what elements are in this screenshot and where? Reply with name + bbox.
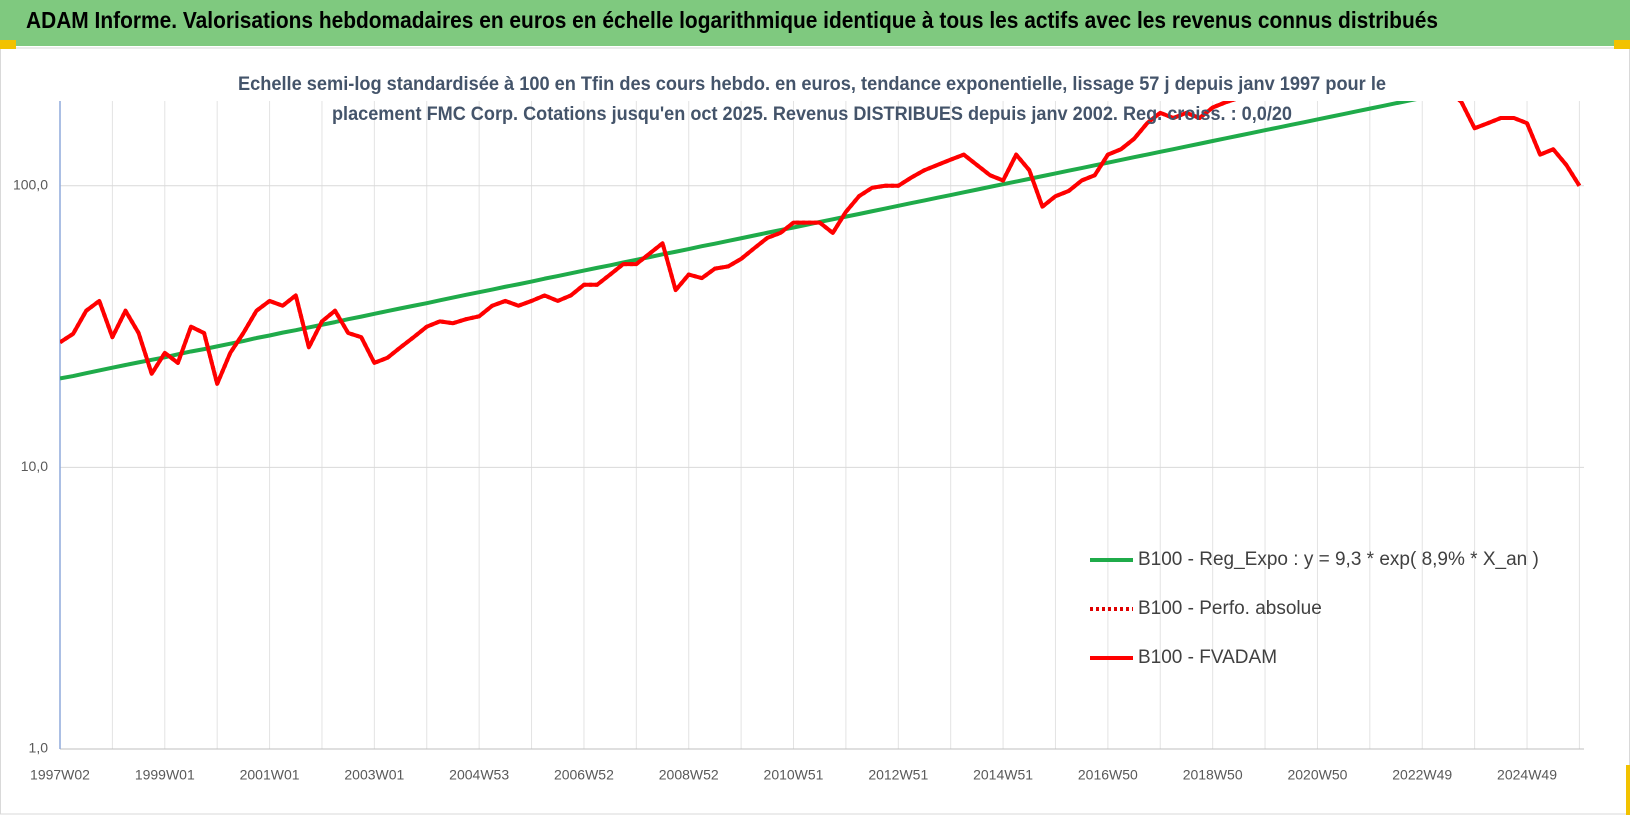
legend-label: B100 - Perfo. absolue	[1138, 598, 1322, 619]
corner-mark	[1626, 765, 1630, 815]
subtitle-line: Echelle semi-log standardisée à 100 en T…	[238, 74, 1386, 95]
legend-label: B100 - Reg_Expo : y = 9,3 * exp( 8,9% * …	[1138, 549, 1539, 570]
x-tick-label: 2024W49	[1497, 767, 1557, 783]
legend-label: B100 - FVADAM	[1138, 647, 1277, 668]
corner-mark	[1614, 40, 1630, 49]
corner-mark	[0, 40, 16, 49]
y-tick-label: 1,0	[29, 740, 49, 756]
x-tick-label: 2006W52	[554, 767, 614, 783]
x-tick-label: 2001W01	[240, 767, 300, 783]
x-tick-label: 1999W01	[135, 767, 195, 783]
x-tick-label: 2004W53	[449, 767, 509, 783]
header-bar	[0, 0, 1630, 46]
x-tick-label: 2003W01	[344, 767, 404, 783]
x-tick-label: 2020W50	[1287, 767, 1347, 783]
x-tick-label: 2018W50	[1183, 767, 1243, 783]
y-tick-label: 100,0	[13, 176, 48, 192]
x-tick-label: 2022W49	[1392, 767, 1452, 783]
x-tick-label: 1997W02	[30, 767, 90, 783]
x-tick-label: 2012W51	[868, 767, 928, 783]
x-tick-label: 2010W51	[764, 767, 824, 783]
plot-area: 1,0 10,0 100,0 1997W02 1999W01 2001W01 2003W01…	[13, 101, 1584, 783]
subtitle-line: placement FMC Corp. Cotations jusqu'en o…	[332, 104, 1292, 125]
header-title: ADAM Informe. Valorisations hebdomadaire…	[26, 7, 1438, 33]
x-tick-label: 2016W50	[1078, 767, 1138, 783]
series-line	[60, 101, 1582, 386]
legend: B100 - Reg_Expo : y = 9,3 * exp( 8,9% * …	[1090, 549, 1539, 668]
x-tick-label: 2008W52	[659, 767, 719, 783]
y-tick-label: 10,0	[21, 458, 48, 474]
x-tick-label: 2014W51	[973, 767, 1033, 783]
